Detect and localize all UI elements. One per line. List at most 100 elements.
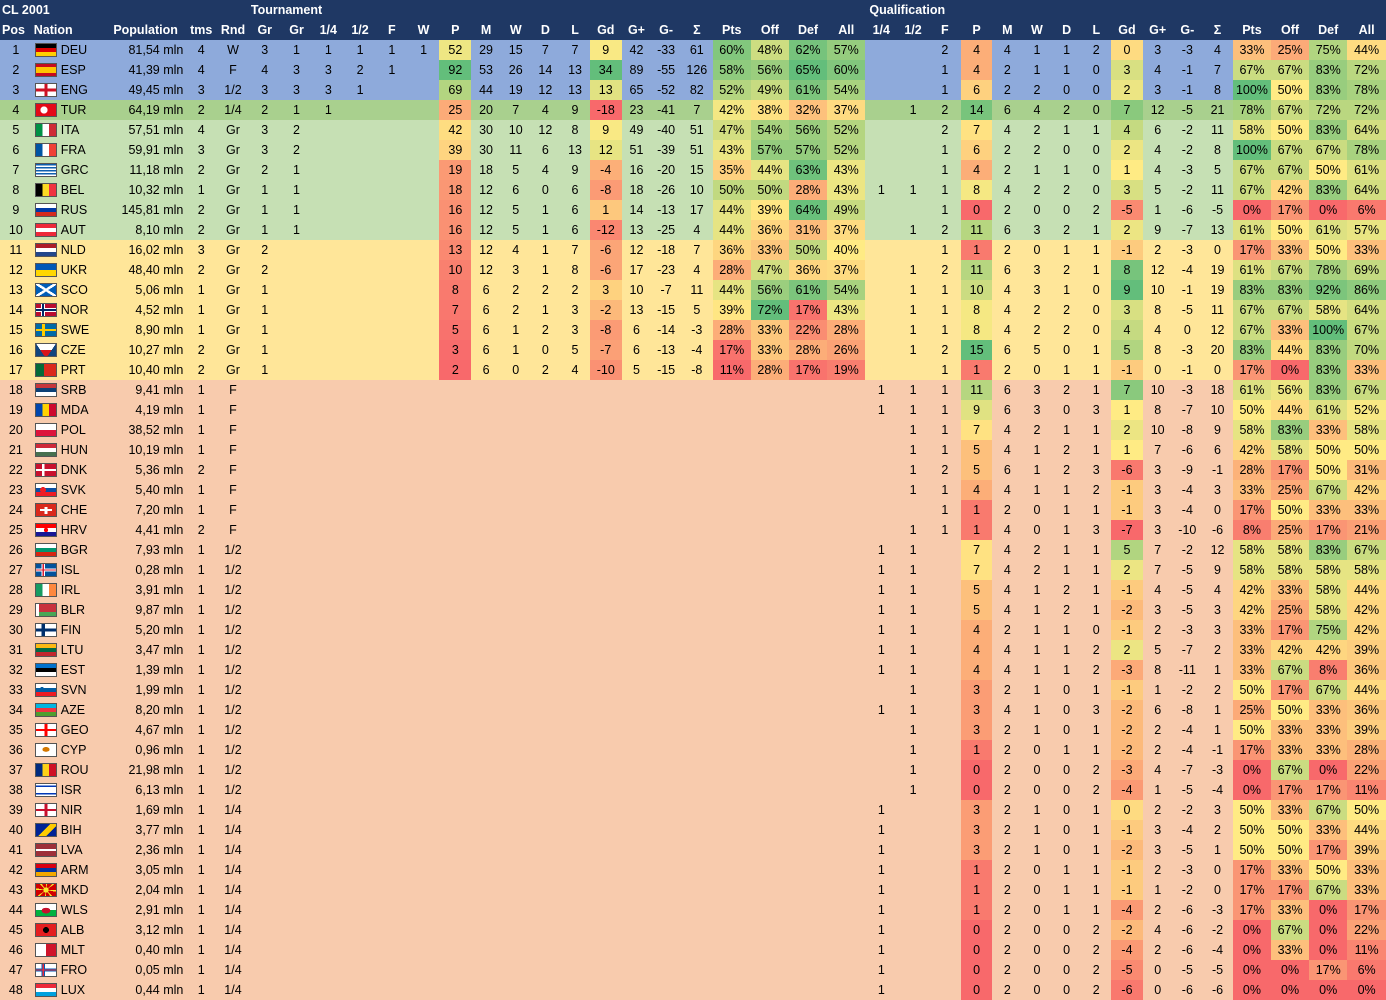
qualification-stage-cell: 1 bbox=[909, 223, 917, 237]
tournament-all-cell bbox=[827, 760, 865, 780]
qualification-stage-cell: 1 bbox=[909, 723, 917, 737]
qualification-off-cell: 50% bbox=[1271, 500, 1310, 520]
tournament-d-cell bbox=[531, 900, 561, 920]
tournament-stage-cell: 1 bbox=[324, 103, 332, 117]
tournament-m-cell bbox=[471, 500, 501, 520]
qualification-all-cell: 44% bbox=[1347, 820, 1386, 840]
tournament-gminus-cell: -55 bbox=[657, 63, 676, 77]
tournament-d-cell bbox=[531, 640, 561, 660]
qualification-off-cell: 33% bbox=[1271, 800, 1310, 820]
tournament-stage-cell bbox=[312, 340, 344, 360]
population-cell: 9,87 mln bbox=[135, 603, 184, 617]
nation-code: AUT bbox=[60, 223, 86, 238]
tournament-stage-cell bbox=[312, 440, 344, 460]
table-row: 2 ESP 41,39 mln 4 F 4 3 3 2 1 92 53 26 14 13 34 89 -55 126… bbox=[0, 60, 1386, 80]
tournament-def-cell bbox=[789, 760, 827, 780]
tournament-gplus-cell bbox=[622, 860, 652, 880]
qualification-sum-cell: 8 bbox=[1214, 83, 1221, 97]
qualification-gminus-cell: -7 bbox=[1181, 223, 1193, 237]
qualification-gplus-cell: 6 bbox=[1154, 703, 1162, 717]
tournament-d-cell bbox=[531, 880, 561, 900]
nation-cell: NIR bbox=[32, 800, 106, 820]
tournament-def-cell bbox=[789, 400, 827, 420]
qualification-sum-cell: -1 bbox=[1211, 463, 1224, 477]
qualification-stage-cell: 1 bbox=[909, 743, 917, 757]
qualification-def-cell: 0% bbox=[1309, 980, 1348, 1000]
qualification-stage-cell bbox=[929, 960, 961, 980]
pos-cell: 16 bbox=[8, 343, 23, 357]
column-header: Gr bbox=[248, 20, 281, 40]
qualification-p-cell: 7 bbox=[960, 540, 993, 560]
qualification-m-cell: 2 bbox=[1003, 863, 1011, 877]
tournament-m-cell bbox=[471, 820, 501, 840]
nation-cell: UKR bbox=[32, 260, 106, 280]
tournament-m-cell bbox=[471, 480, 501, 500]
tournament-gd-cell bbox=[590, 420, 622, 440]
pos-cell: 43 bbox=[8, 883, 23, 897]
table-row: 36 CYP 0,96 mln 1 1/2 1 1 2 0 1 1 -2 2 -4 -1 17% 33% 33% 2… bbox=[0, 740, 1386, 760]
tournament-gminus-cell bbox=[651, 660, 681, 680]
tournament-pts-cell bbox=[713, 960, 751, 980]
qualification-p-cell: 1 bbox=[960, 860, 993, 880]
tournament-gd-cell bbox=[590, 860, 622, 880]
tournament-stage-cell bbox=[408, 700, 440, 720]
qualification-sum-cell: -3 bbox=[1211, 763, 1224, 777]
tournament-stage-cell bbox=[312, 780, 344, 800]
population-cell: 1,69 mln bbox=[135, 803, 184, 817]
round-cell: 1/2 bbox=[224, 643, 242, 657]
tournament-stage-cell bbox=[376, 520, 408, 540]
qualification-p-cell: 1 bbox=[960, 360, 993, 380]
tournament-stage-cell bbox=[312, 140, 344, 160]
qualification-gminus-cell: -4 bbox=[1181, 823, 1193, 837]
qualification-sum-cell: 0 bbox=[1214, 243, 1221, 257]
tournament-stage-cell bbox=[376, 920, 408, 940]
qualification-d-cell: 0 bbox=[1063, 343, 1071, 357]
qualification-w-cell: 2 bbox=[1033, 303, 1041, 317]
teams-cell: 2 bbox=[197, 343, 205, 357]
qualification-m-cell: 6 bbox=[1003, 223, 1011, 237]
tournament-gplus-cell bbox=[622, 880, 652, 900]
qualification-gminus-cell: -1 bbox=[1181, 283, 1193, 297]
tournament-m-cell bbox=[471, 400, 501, 420]
tournament-p-cell: 69 bbox=[439, 80, 472, 100]
qualification-off-cell: 42% bbox=[1271, 640, 1310, 660]
qualification-gplus-cell: 0 bbox=[1154, 963, 1162, 977]
qualification-w-cell: 0 bbox=[1033, 983, 1041, 997]
qualification-pts-cell: 50% bbox=[1232, 400, 1272, 420]
round-cell: Gr bbox=[226, 203, 240, 217]
tournament-stage-cell bbox=[408, 320, 440, 340]
tournament-gplus-cell bbox=[622, 580, 652, 600]
tournament-pts-cell: 35% bbox=[712, 160, 751, 180]
qualification-gd-cell: -1 bbox=[1111, 860, 1143, 880]
tournament-stage-cell: 1 bbox=[293, 183, 300, 197]
tournament-gd-cell bbox=[590, 500, 622, 520]
tournament-stage-cell bbox=[344, 340, 376, 360]
qualification-d-cell: 2 bbox=[1063, 603, 1071, 617]
tournament-gminus-cell bbox=[651, 920, 681, 940]
tournament-stage-cell bbox=[376, 80, 408, 100]
qualification-stage-cell bbox=[929, 720, 961, 740]
nation-cell: ENG bbox=[32, 80, 106, 100]
qualification-stage-cell: 1 bbox=[909, 303, 917, 317]
tournament-m-cell bbox=[471, 580, 501, 600]
qualification-m-cell: 4 bbox=[1003, 563, 1011, 577]
qualification-sum-cell: 19 bbox=[1210, 283, 1225, 297]
qualification-pts-cell: 17% bbox=[1232, 240, 1272, 260]
tournament-gminus-cell bbox=[651, 400, 681, 420]
tournament-def-cell bbox=[789, 480, 827, 500]
nation-cell: FRA bbox=[32, 140, 106, 160]
qualification-pts-cell: 67% bbox=[1232, 60, 1272, 80]
qualification-sum-cell: 11 bbox=[1211, 303, 1225, 317]
tournament-stage-cell bbox=[376, 840, 408, 860]
tournament-def-cell bbox=[789, 680, 827, 700]
tournament-m-cell: 6 bbox=[482, 283, 490, 297]
tournament-stage-cell bbox=[312, 640, 344, 660]
teams-cell: 4 bbox=[197, 63, 205, 77]
qualification-p-cell: 15 bbox=[960, 340, 993, 360]
qualification-d-cell: 1 bbox=[1063, 863, 1071, 877]
tournament-all-cell bbox=[827, 700, 865, 720]
tournament-sum-cell bbox=[681, 620, 713, 640]
tournament-all-cell: 52% bbox=[827, 120, 866, 140]
nation-cell: PRT bbox=[32, 360, 106, 380]
tournament-stage-cell bbox=[281, 540, 313, 560]
